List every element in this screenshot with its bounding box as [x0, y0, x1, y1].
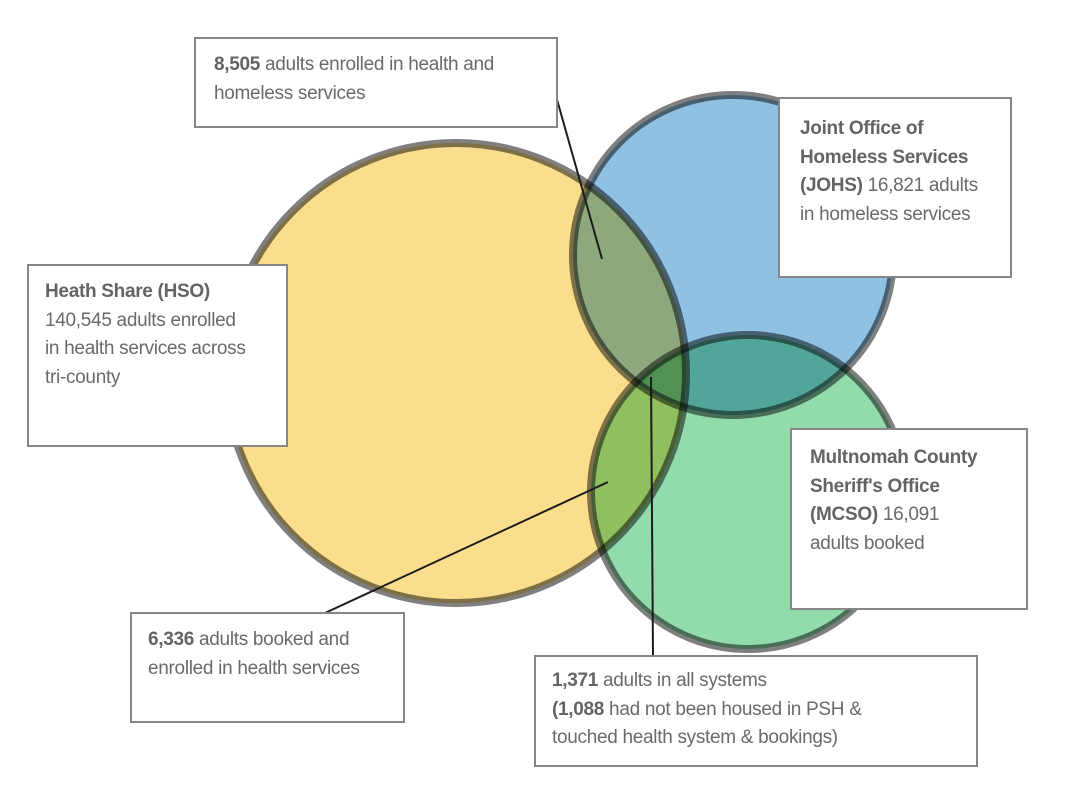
hso-title: Heath Share (HSO) [45, 281, 210, 302]
callout-health-and-homeless: 8,505 adults enrolled in health and home… [194, 37, 558, 128]
all-systems-line: 1,371 adults in all systems [552, 667, 916, 696]
callout-mcso: Multnomah County Sheriff's Office (MCSO)… [790, 428, 1028, 610]
all-systems-note: (1,088 had not been housed in PSH & touc… [552, 696, 916, 753]
all-systems-leader-line [650, 376, 654, 657]
health-homeless-leader-line [555, 95, 603, 260]
health-and-homeless-text: adults enrolled in health and homeless s… [214, 54, 495, 104]
all-systems-note-value: (1,088 [552, 698, 605, 720]
johs-title: Joint Office of Homeless Services (JOHS) [800, 118, 969, 196]
callout-johs: Joint Office of Homeless Services (JOHS)… [778, 97, 1012, 278]
mcso-title: Multnomah County Sheriff's Office (MCSO) [810, 447, 978, 525]
callout-booked-and-health: 6,336 adults booked and enrolled in heal… [130, 612, 405, 723]
booked-and-health-text: adults booked and enrolled in health ser… [148, 629, 360, 679]
all-systems-value: 1,371 [552, 670, 599, 691]
health-and-homeless-value: 8,505 [214, 54, 261, 75]
mcso-body: 16,091 adults booked [810, 504, 940, 554]
booked-health-leader-line [324, 481, 609, 614]
hso-body: 140,545 adults enrolled in health servic… [45, 309, 246, 388]
all-systems-text: adults in all systems [598, 670, 767, 691]
booked-and-health-value: 6,336 [148, 629, 195, 650]
callout-all-systems: 1,371 adults in all systems (1,088 had n… [534, 655, 978, 767]
all-systems-note-text: had not been housed in PSH & touched hea… [552, 698, 862, 749]
callout-hso: Heath Share (HSO) 140,545 adults enrolle… [27, 264, 288, 447]
johs-body: 16,821 adults in homeless services [800, 175, 978, 225]
